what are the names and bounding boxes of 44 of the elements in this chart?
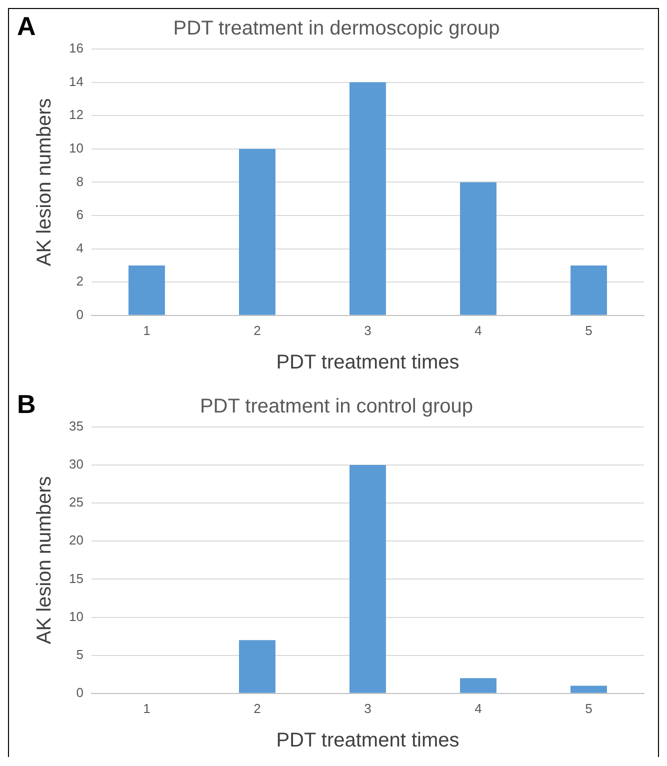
bar xyxy=(128,265,165,315)
y-tick-label: 12 xyxy=(68,107,84,122)
y-tick-label: 8 xyxy=(76,174,84,189)
y-tick-label: 4 xyxy=(76,240,84,256)
x-tick-label: 1 xyxy=(143,700,150,716)
y-tick-label: 35 xyxy=(68,418,84,434)
chart-title: PDT treatment in dermoscopic group xyxy=(173,18,500,40)
chart-title: PDT treatment in control group xyxy=(200,396,474,418)
y-tick-label: 16 xyxy=(68,40,84,56)
x-tick-label: 1 xyxy=(143,322,150,338)
x-tick-label: 3 xyxy=(364,322,372,338)
x-axis-title: PDT treatment times xyxy=(276,730,460,752)
y-tick-label: 25 xyxy=(68,494,84,510)
x-axis-title: PDT treatment times xyxy=(276,352,460,374)
text: A xyxy=(17,11,36,42)
bar xyxy=(238,148,276,315)
y-tick-label: 30 xyxy=(68,456,84,472)
y-tick-label: 5 xyxy=(76,646,84,662)
x-tick-label: 3 xyxy=(364,700,372,716)
y-tick-label: 10 xyxy=(68,608,84,624)
bar xyxy=(349,82,386,315)
bar xyxy=(238,640,276,693)
y-axis-title: AK lesion numbers xyxy=(34,476,56,644)
x-tick-label: 2 xyxy=(254,322,261,338)
y-tick-label: 15 xyxy=(68,570,84,586)
x-tick-label: 5 xyxy=(585,700,592,716)
y-tick-label: 10 xyxy=(68,140,84,156)
y-tick-label: 0 xyxy=(76,684,84,700)
x-tick-label: 5 xyxy=(585,322,592,338)
y-axis-title: AK lesion numbers xyxy=(34,98,56,266)
x-tick-label: 4 xyxy=(474,700,482,716)
y-tick-label: 2 xyxy=(76,274,84,289)
y-tick-label: 14 xyxy=(68,74,84,89)
text: B xyxy=(17,389,36,420)
x-tick-label: 2 xyxy=(254,700,261,716)
bar xyxy=(460,678,496,693)
y-tick-label: 0 xyxy=(76,306,84,322)
y-tick-label: 20 xyxy=(68,532,84,548)
bar xyxy=(570,686,607,693)
bar xyxy=(349,465,386,693)
bar xyxy=(460,182,496,315)
bar xyxy=(570,265,607,315)
y-tick-label: 6 xyxy=(76,207,84,222)
x-tick-label: 4 xyxy=(474,322,482,338)
